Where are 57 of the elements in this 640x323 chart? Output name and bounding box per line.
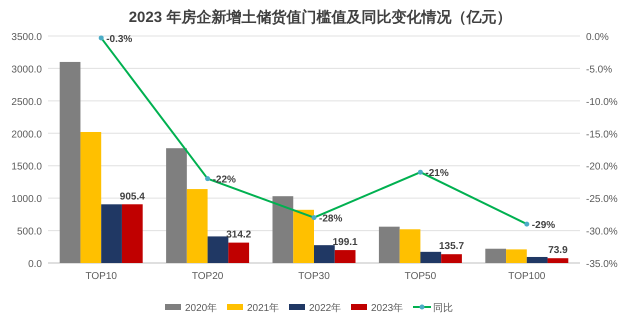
legend-label: 2023年 xyxy=(371,302,404,314)
y2-tick-label: 0.0% xyxy=(586,32,609,43)
bar xyxy=(101,204,122,263)
bar xyxy=(166,148,187,263)
bar xyxy=(122,204,143,263)
bar xyxy=(420,252,442,263)
bar xyxy=(441,254,462,263)
data-label: 73.9 xyxy=(548,245,568,256)
bar xyxy=(485,248,506,263)
y-tick-label: 500.0 xyxy=(16,226,42,238)
y2-tick-label: -25.0% xyxy=(586,194,618,206)
y2-tick-label: -15.0% xyxy=(586,129,618,140)
y-tick-label: 3000.0 xyxy=(11,64,42,76)
y-tick-label: 2500.0 xyxy=(11,96,42,108)
y2-tick-label: -35.0% xyxy=(586,259,618,270)
bar xyxy=(400,229,420,263)
bar xyxy=(60,62,80,263)
x-tick-label: TOP10 xyxy=(85,271,118,282)
bar xyxy=(293,210,314,263)
bar xyxy=(548,258,568,263)
data-label: -28% xyxy=(319,214,342,225)
bar xyxy=(334,250,356,263)
x-tick-label: TOP50 xyxy=(404,271,437,282)
y-tick-label: 3500.0 xyxy=(11,32,42,43)
bar xyxy=(506,249,527,263)
x-tick-label: TOP100 xyxy=(508,271,546,282)
bar xyxy=(80,132,102,263)
bar xyxy=(228,242,250,263)
chart-title: 2023 年房企新增土储货值门槛值及同比变化情况（亿元） xyxy=(128,8,512,26)
data-label: 905.4 xyxy=(120,191,146,202)
y2-tick-label: -5.0% xyxy=(586,64,612,76)
data-label: -0.3% xyxy=(106,34,132,45)
data-label: -29% xyxy=(532,220,556,232)
x-tick-label: TOP30 xyxy=(298,271,330,282)
bar xyxy=(314,245,335,263)
legend-label: 2021年 xyxy=(247,302,280,314)
legend-label: 同比 xyxy=(433,302,453,314)
y-tick-label: 1000.0 xyxy=(11,194,42,206)
bar xyxy=(378,226,400,263)
bar xyxy=(208,236,228,263)
data-label: 314.2 xyxy=(226,230,252,241)
bar xyxy=(186,189,208,263)
data-label: -22% xyxy=(212,174,236,186)
data-label: 199.1 xyxy=(332,237,358,248)
y2-tick-label: -20.0% xyxy=(586,162,618,173)
y2-tick-label: -10.0% xyxy=(586,96,618,108)
legend-label: 2020年 xyxy=(185,302,218,314)
legend-label: 2022年 xyxy=(309,302,342,314)
data-label: -21% xyxy=(425,168,449,180)
data-label: 135.7 xyxy=(439,241,464,252)
y-tick-label: 2000.0 xyxy=(11,129,42,140)
y-tick-label: 0.0 xyxy=(28,259,42,270)
bar xyxy=(272,196,294,263)
bar xyxy=(526,256,548,263)
x-tick-label: TOP20 xyxy=(192,271,224,282)
y-tick-label: 1500.0 xyxy=(11,162,42,173)
y2-tick-label: -30.0% xyxy=(586,226,618,238)
